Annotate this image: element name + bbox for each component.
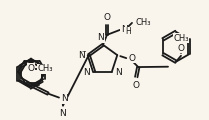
Text: O: O xyxy=(28,64,34,73)
Text: N: N xyxy=(98,33,104,42)
Text: H: H xyxy=(125,27,131,36)
Text: N: N xyxy=(60,108,66,117)
Text: CH₃: CH₃ xyxy=(136,18,152,27)
Text: O: O xyxy=(103,13,111,22)
Text: O: O xyxy=(177,44,185,53)
Text: N: N xyxy=(121,25,128,34)
Text: N: N xyxy=(115,68,122,77)
Text: O: O xyxy=(133,81,140,90)
Text: CH₃: CH₃ xyxy=(37,64,53,73)
Text: CH₃: CH₃ xyxy=(173,34,189,43)
Text: N: N xyxy=(61,94,68,103)
Text: N: N xyxy=(78,51,85,60)
Text: N: N xyxy=(83,68,90,77)
Text: O: O xyxy=(128,54,135,63)
